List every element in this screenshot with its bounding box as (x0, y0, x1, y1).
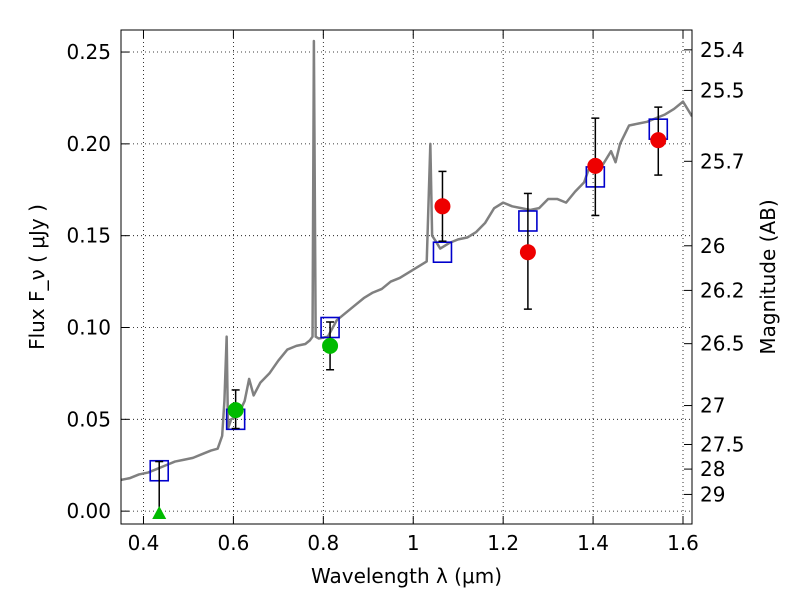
y-right-tick-label: 26.5 (700, 332, 745, 356)
y-right-tick-label: 25.7 (700, 149, 745, 173)
y-right-tick-label: 25.5 (700, 78, 745, 102)
y-tick-label: 0.25 (66, 40, 111, 64)
x-tick-label: 1.2 (487, 531, 519, 555)
y-axis-right-label: Magnitude (AB) (756, 199, 780, 354)
axis-ticks: 0.4 0.6 0.8 1 1.2 1.4 1.6 0.00 0.05 0.10 0.15 0.20 0… (66, 30, 745, 555)
y-tick-label: 0.10 (66, 316, 111, 340)
x-tick-label: 0.4 (128, 531, 160, 555)
y-right-tick-label: 29 (700, 482, 725, 506)
y-right-tick-label: 27.5 (700, 432, 745, 456)
y-right-tick-label: 28 (700, 457, 725, 481)
grid-lines (121, 30, 692, 524)
observed-flux-point (650, 132, 667, 149)
observed-flux-point (434, 198, 451, 215)
x-tick-label: 1.6 (667, 531, 699, 555)
spectrum-line (121, 39, 692, 482)
y-tick-label: 0.20 (66, 132, 111, 156)
observed-flux-point (227, 402, 244, 419)
plot-area (121, 39, 692, 519)
upper-limit-triangle (152, 505, 167, 519)
y-tick-label: 0.00 (66, 499, 111, 523)
x-axis-label: Wavelength λ (μm) (311, 564, 502, 588)
y-axis-label: Flux F_ν ( μJy ) (25, 204, 49, 350)
x-tick-label: 1 (407, 531, 420, 555)
observed-flux-point (322, 337, 339, 354)
x-tick-label: 0.6 (217, 531, 249, 555)
y-right-tick-label: 27 (700, 394, 725, 418)
observed-flux-point (587, 157, 604, 174)
plot-frame (120, 29, 693, 525)
model-square-point (432, 241, 453, 264)
x-tick-label: 0.8 (307, 531, 339, 555)
y-right-tick-label: 26 (700, 234, 725, 258)
observed-flux-point (519, 244, 536, 261)
y-right-tick-label: 25.4 (700, 38, 745, 62)
y-tick-label: 0.15 (66, 224, 111, 248)
x-tick-label: 1.4 (577, 531, 609, 555)
y-tick-label: 0.05 (66, 407, 111, 431)
y-right-tick-label: 26.2 (700, 278, 745, 302)
